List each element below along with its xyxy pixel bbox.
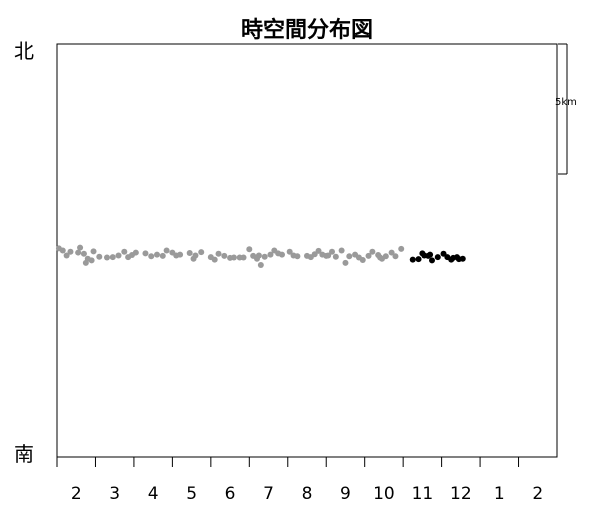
recent-event-point	[459, 255, 466, 262]
past-event-point	[215, 250, 222, 257]
x-tick-label: 4	[148, 484, 159, 504]
south-label: 南	[14, 442, 34, 466]
x-tick-label: 6	[225, 484, 236, 504]
past-event-point	[148, 253, 155, 260]
past-event-point	[142, 250, 149, 257]
x-tick-label: 3	[109, 484, 120, 504]
past-event-point	[315, 247, 322, 254]
past-event-point	[377, 254, 384, 261]
past-event-point	[286, 248, 293, 255]
past-event-point	[192, 252, 199, 259]
x-axis-ticks	[56, 457, 520, 467]
past-event-point	[154, 251, 160, 258]
x-tick-label: 2	[71, 484, 82, 504]
recent-event-point	[409, 256, 416, 263]
past-event-point	[109, 254, 116, 261]
recent-event-point	[427, 251, 434, 258]
past-event-point	[132, 249, 139, 256]
x-tick-label: 12	[450, 484, 472, 504]
past-event-point	[88, 257, 95, 264]
recent-event-point	[434, 254, 441, 261]
past-event-point	[186, 249, 193, 256]
x-tick-label: 1	[494, 484, 505, 504]
past-event-point	[211, 256, 218, 263]
chart-title: 時空間分布図	[241, 17, 373, 43]
past-event-point	[159, 252, 166, 259]
past-event-point	[261, 253, 268, 260]
past-event-point	[75, 249, 82, 256]
past-event-point	[257, 261, 264, 268]
data-points	[55, 244, 466, 268]
past-event-point	[392, 253, 399, 260]
past-event-point	[163, 247, 170, 254]
past-event-point	[246, 246, 253, 253]
past-event-point	[332, 253, 339, 260]
past-event-point	[255, 252, 262, 259]
scale-bar: 5km	[555, 43, 577, 175]
past-event-point	[359, 256, 366, 263]
past-event-point	[388, 249, 395, 256]
past-event-point	[121, 248, 128, 255]
past-event-point	[221, 252, 228, 259]
x-tick-label: 10	[373, 484, 395, 504]
past-event-point	[115, 252, 122, 259]
plot-area	[56, 43, 558, 458]
x-tick-label: 2	[532, 484, 543, 504]
past-event-point	[323, 252, 330, 259]
past-event-point	[230, 254, 237, 261]
past-event-point	[198, 249, 205, 256]
past-event-point	[267, 251, 274, 258]
past-event-point	[369, 248, 376, 255]
past-event-point	[346, 253, 353, 260]
past-event-point	[82, 259, 89, 266]
past-event-point	[96, 253, 103, 260]
x-tick-label: 8	[302, 484, 313, 504]
past-event-point	[365, 252, 372, 259]
x-tick-label: 5	[186, 484, 197, 504]
north-label: 北	[14, 39, 34, 63]
past-event-point	[90, 248, 97, 255]
past-event-point	[63, 252, 70, 259]
past-event-point	[279, 251, 285, 258]
recent-event-point	[429, 257, 435, 264]
past-event-point	[398, 245, 405, 252]
x-axis-tick-labels: 2 3 4 5 6 7 8 9 10 11 12 1 2	[71, 484, 543, 504]
past-event-point	[77, 244, 84, 251]
past-event-point	[67, 248, 74, 255]
past-event-point	[104, 254, 110, 261]
past-event-point	[329, 248, 335, 255]
recent-event-point	[415, 256, 422, 263]
scale-bar-label: 5km	[555, 97, 577, 108]
x-tick-label: 7	[263, 484, 274, 504]
past-event-point	[342, 259, 349, 266]
past-event-point	[177, 251, 184, 258]
x-tick-label: 9	[340, 484, 351, 504]
past-event-point	[59, 247, 66, 254]
past-event-point	[338, 247, 345, 254]
past-event-point	[294, 253, 301, 260]
x-tick-label: 11	[412, 484, 434, 504]
past-event-point	[80, 250, 87, 257]
past-event-point	[240, 254, 247, 261]
past-event-point	[382, 253, 389, 260]
